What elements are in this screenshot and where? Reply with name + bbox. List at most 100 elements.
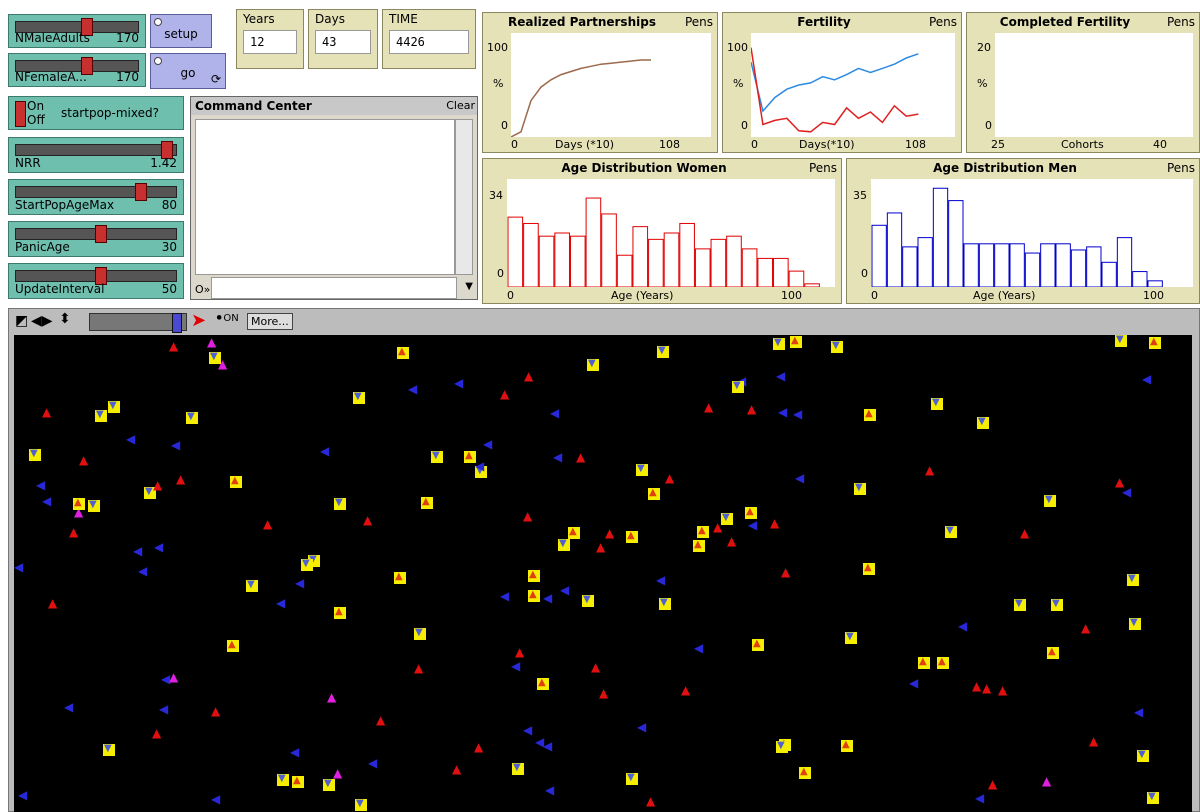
paired-couple-patch: ▼ — [355, 798, 367, 811]
view-updates-toggle-icon[interactable]: ⚫ON — [215, 313, 239, 324]
agent-icon: ▲ — [988, 777, 998, 791]
agent-icon: ▲ — [69, 525, 79, 539]
agent-icon: ▲ — [153, 478, 163, 492]
switch-label: startpop-mixed? — [61, 106, 159, 120]
paired-couple-patch: ▼ — [1137, 749, 1149, 762]
agent-icon: ▲ — [800, 766, 808, 777]
pens-toggle[interactable]: Pens — [808, 161, 837, 175]
command-dropdown-icon[interactable]: ▼ — [465, 281, 473, 292]
monitor-time: TIME 4426 — [382, 9, 476, 69]
y-unit-label: % — [493, 77, 504, 90]
agent-icon: ▼ — [832, 340, 840, 351]
paired-couple-patch: ▲ — [568, 526, 580, 539]
agent-icon: ▼ — [104, 743, 112, 754]
paired-couple-patch: ▼ — [353, 391, 365, 404]
agent-icon: ◀ — [637, 720, 647, 734]
agent-icon: ▼ — [145, 486, 153, 497]
agent-icon: ◀ — [475, 459, 485, 473]
paired-couple-patch: ▲ — [230, 475, 242, 488]
y-unit-label: % — [733, 77, 744, 90]
command-input[interactable] — [211, 277, 457, 299]
agent-icon: ▲ — [982, 681, 992, 695]
agent-icon: ▲ — [698, 525, 706, 536]
hist-bar — [648, 238, 664, 288]
hist-bar — [871, 224, 887, 288]
speed-slider-knob[interactable] — [172, 313, 182, 333]
edge-wrap-icon[interactable]: ◩ — [15, 313, 29, 329]
agent-icon: ◀ — [133, 544, 143, 558]
agent-icon: ▲ — [333, 766, 343, 780]
agent-icon: ◀ — [560, 583, 570, 597]
agent-icon: ▲ — [529, 589, 537, 600]
paired-couple-patch: ▼ — [1147, 791, 1159, 804]
agent-icon: ▲ — [842, 739, 850, 750]
monitor-days: Days 43 — [308, 9, 378, 69]
more-button[interactable]: More... — [247, 313, 293, 330]
agent-icon: ▲ — [176, 472, 186, 486]
hist-bar — [679, 222, 695, 288]
agent-icon: ▲ — [169, 670, 179, 684]
forever-indicator-icon — [154, 18, 162, 26]
agent-icon: ▲ — [665, 471, 675, 485]
pens-toggle[interactable]: Pens — [1166, 161, 1195, 175]
plot-title: Age Distribution Men — [933, 161, 1077, 175]
horizontal-wrap-icon[interactable]: ◀▶ — [31, 313, 53, 329]
pens-toggle[interactable]: Pens — [684, 15, 713, 29]
agent-icon: ▼ — [946, 525, 954, 536]
agent-icon: ▼ — [846, 631, 854, 642]
slider-label: NRR — [15, 156, 41, 170]
agent-icon: ▼ — [1138, 749, 1146, 760]
agent-icon: ▼ — [476, 465, 484, 476]
hist-bar — [963, 243, 979, 288]
paired-couple-patch: ▼ — [186, 411, 198, 424]
hist-bar — [804, 283, 820, 288]
speed-slider[interactable] — [89, 313, 187, 333]
setup-label: setup — [164, 27, 198, 41]
slider-nfemaleadults[interactable]: NFemaleA... 170 — [8, 53, 146, 87]
paired-couple-patch: ▲ — [626, 530, 638, 543]
paired-couple-patch: ▲ — [752, 638, 764, 651]
slider-startpopagemax[interactable]: StartPopAgeMax 80 — [8, 179, 184, 215]
slider-nrr[interactable]: NRR 1.42 — [8, 137, 184, 173]
hist-bar — [917, 237, 933, 288]
agent-icon: ▲ — [74, 497, 82, 508]
agent-icon: ◀ — [778, 405, 788, 419]
agent-icon: ▲ — [1042, 774, 1052, 788]
command-output — [195, 119, 455, 275]
slider-nmaleadults[interactable]: NMaleAdults 170 — [8, 14, 146, 48]
x-min-label: 0 — [507, 289, 514, 302]
pens-toggle[interactable]: Pens — [1166, 15, 1195, 29]
agent-icon: ▼ — [354, 391, 362, 402]
y-min-label: 0 — [497, 267, 504, 280]
slider-value: 1.42 — [150, 156, 177, 170]
women-histogram — [507, 197, 820, 288]
paired-couple-patch: ▼ — [29, 448, 41, 461]
world-view[interactable]: ▼▲▲◀◀▲◀◀◀▲▲◀▲◀▲◀◀◀▲▲▼▲▼▲◀◀▲▲▼◀▼▼▼◀▲▲▼▼▲▲… — [14, 335, 1192, 812]
agent-icon: ▼ — [187, 411, 195, 422]
clear-button[interactable]: Clear — [446, 99, 475, 112]
startpop-mixed-switch[interactable]: On Off startpop-mixed? — [8, 96, 184, 130]
agent-icon: ▲ — [864, 562, 872, 573]
agent-icon: ▲ — [363, 513, 373, 527]
pens-toggle[interactable]: Pens — [928, 15, 957, 29]
monitor-years: Years 12 — [236, 9, 304, 69]
paired-couple-patch: ▼ — [1044, 494, 1056, 507]
paired-couple-patch: ▲ — [292, 775, 304, 788]
play-arrow-icon[interactable]: ➤ — [191, 310, 207, 331]
command-center: Command Center Clear O» ▼ — [190, 96, 478, 300]
slider-value: 170 — [116, 70, 139, 84]
go-button[interactable]: go ⟳ — [150, 53, 226, 89]
slider-panicage[interactable]: PanicAge 30 — [8, 221, 184, 257]
agent-icon: ◀ — [550, 406, 560, 420]
hist-bar — [886, 212, 903, 288]
command-scrollbar[interactable] — [455, 119, 473, 275]
paired-couple-patch: ▼ — [277, 773, 289, 786]
setup-button[interactable]: setup — [150, 14, 212, 48]
agent-icon: ◀ — [295, 576, 305, 590]
agent-icon: ▲ — [938, 656, 946, 667]
vertical-wrap-icon[interactable]: ⬍ — [59, 311, 71, 327]
monitor-value: 12 — [243, 30, 297, 54]
y-min-label: 0 — [741, 119, 748, 132]
agent-icon: ▲ — [753, 638, 761, 649]
slider-updateinterval[interactable]: UpdateInterval 50 — [8, 263, 184, 299]
